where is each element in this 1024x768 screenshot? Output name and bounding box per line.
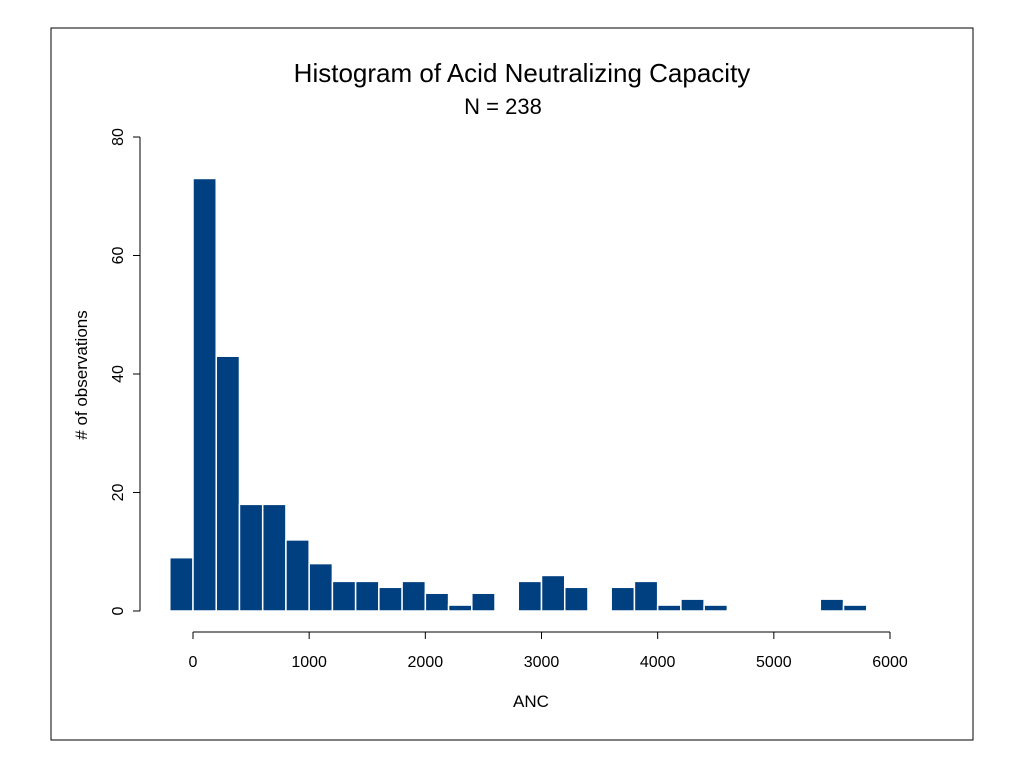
histogram-bar [261,503,287,612]
y-tick-label: 0 [110,606,127,615]
histogram-bar [378,586,403,612]
histogram-bar [517,580,543,612]
chart-title: Histogram of Acid Neutralizing Capacity [294,58,751,88]
y-tick-label: 40 [110,365,127,383]
histogram-bar [238,503,264,612]
histogram-bar [610,586,636,612]
x-tick-label: 1000 [291,654,327,671]
y-axis-label: # of observations [72,310,91,439]
histogram-bar [331,580,357,612]
x-tick-label: 5000 [756,654,792,671]
y-tick-label: 60 [110,247,127,265]
histogram-bar [842,604,868,612]
histogram-bar [192,177,217,612]
histogram-bar [354,580,380,612]
x-tick-label: 4000 [640,654,676,671]
y-tick-label: 80 [110,128,127,146]
histogram-bar [540,574,566,612]
x-tick-label: 3000 [524,654,560,671]
x-tick-label: 2000 [408,654,444,671]
histogram-bar [703,604,729,612]
histogram-bar [563,586,589,612]
chart-subtitle: N = 238 [464,94,542,119]
histogram-bar [424,592,450,612]
x-tick-label: 6000 [872,654,908,671]
histogram-bar [633,580,659,612]
y-axis: 0 20 40 60 80 [110,128,141,615]
histogram-bar [819,598,845,612]
histogram-bar [680,598,705,612]
y-tick-label: 20 [110,484,127,502]
histogram-bar [471,592,496,612]
histogram-bar [169,556,194,612]
histogram-bar [285,539,310,612]
histogram-bars [169,177,868,612]
x-axis: 0 1000 2000 3000 4000 5000 6000 [189,631,908,671]
histogram-bar [656,604,682,612]
histogram-bar [215,355,241,612]
figure-frame [50,27,974,741]
x-axis-label: ANC [513,692,549,711]
histogram-bar [447,604,473,612]
histogram-bar [308,562,334,612]
histogram-bar [401,580,427,612]
x-tick-label: 0 [189,654,198,671]
